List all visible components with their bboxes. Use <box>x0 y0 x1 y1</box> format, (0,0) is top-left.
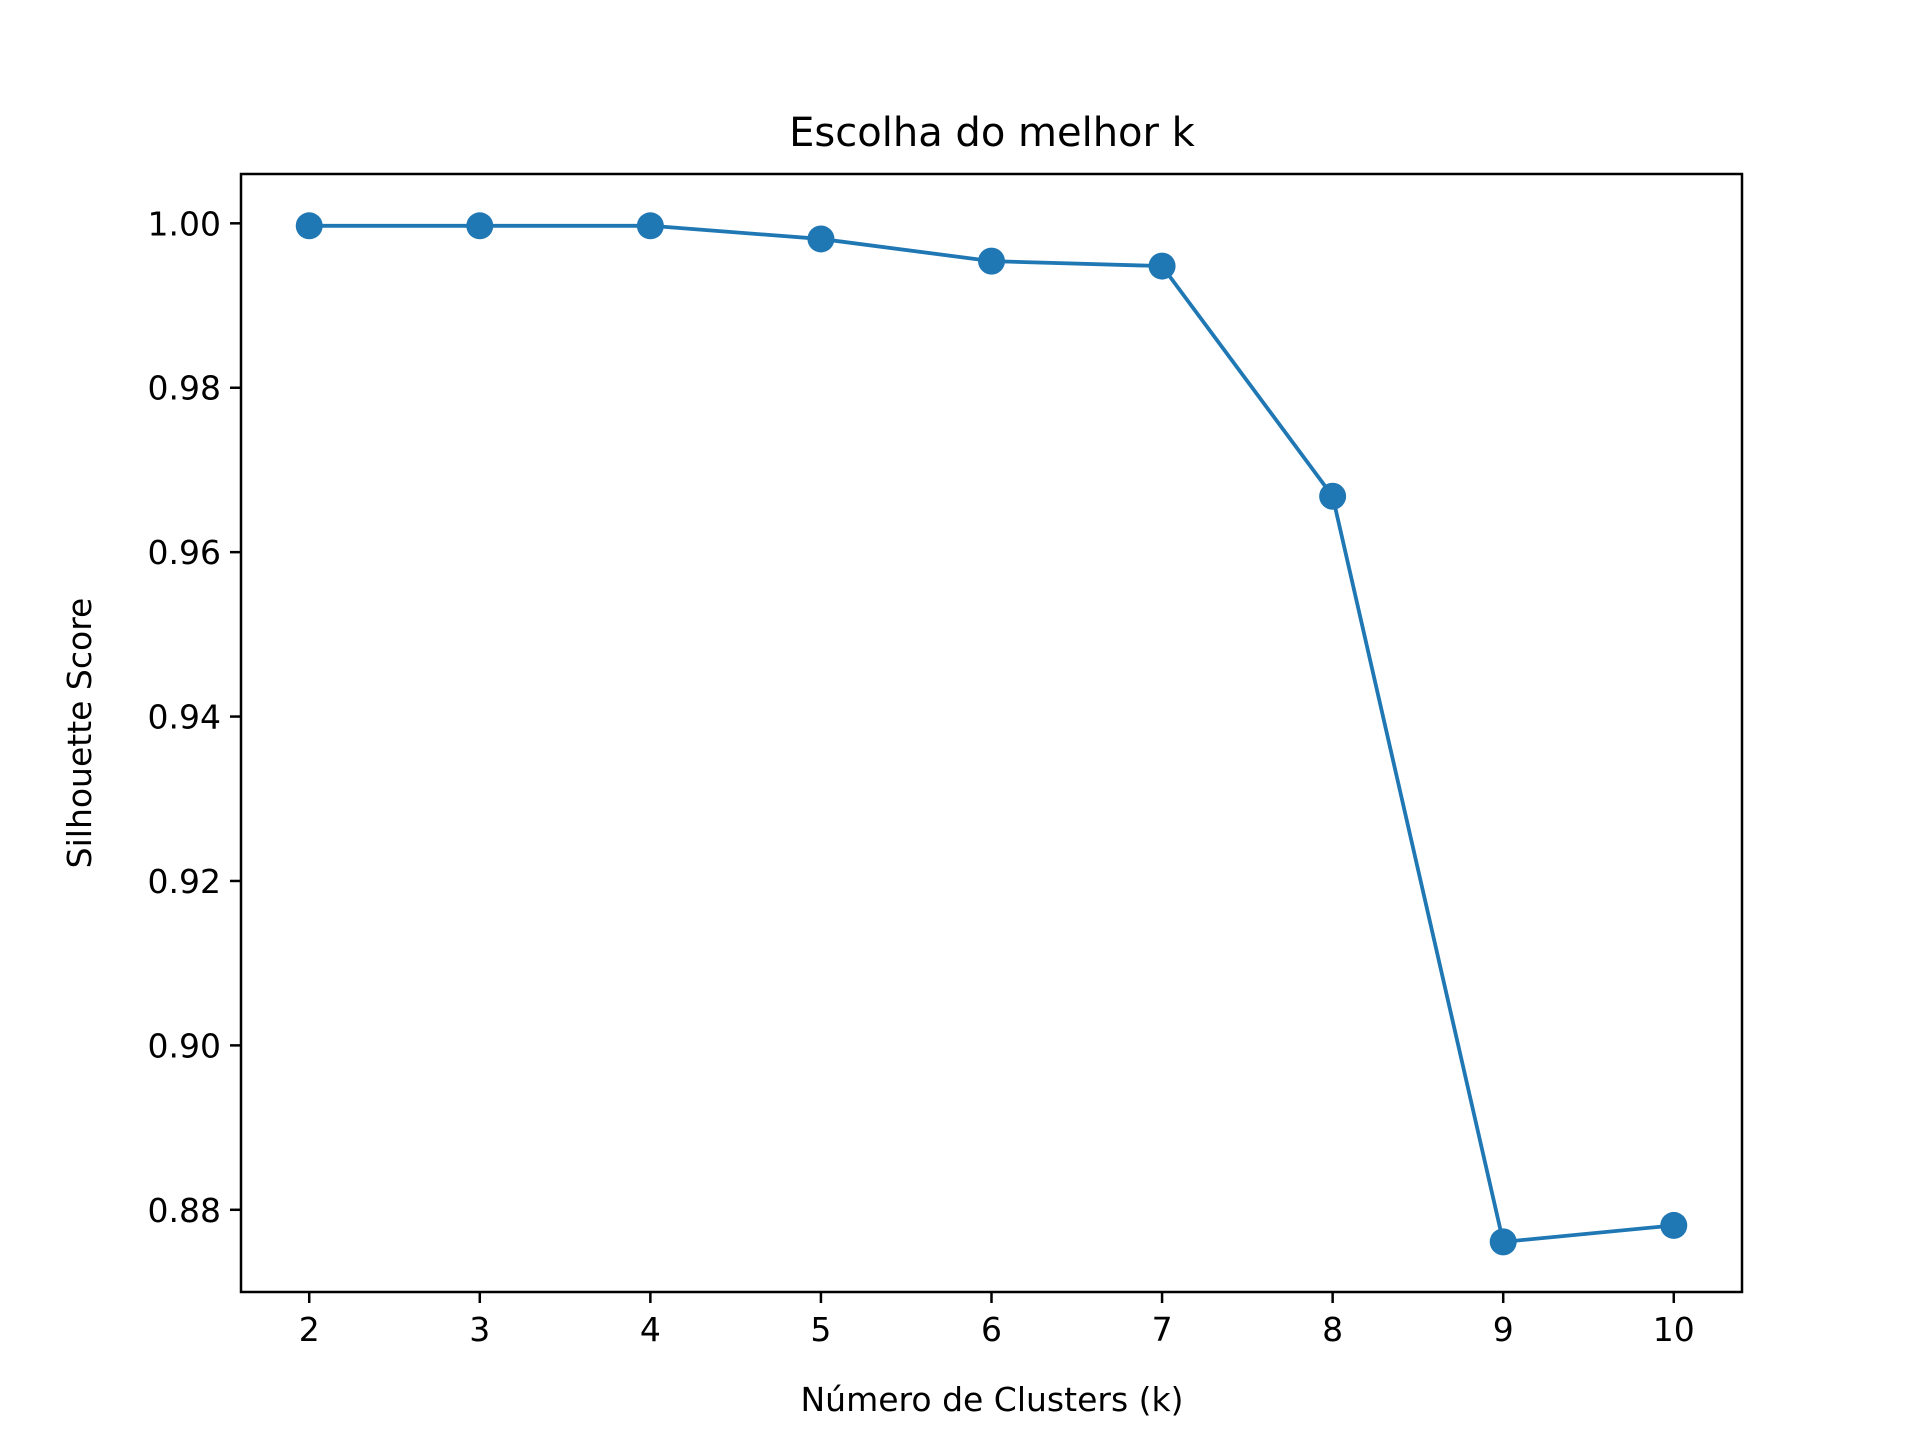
data-point <box>978 247 1005 275</box>
plot-series <box>295 212 1688 1256</box>
data-point <box>807 225 835 253</box>
data-point <box>1489 1228 1517 1256</box>
x-tick-label: 8 <box>1322 1310 1343 1349</box>
x-tick-label: 7 <box>1152 1310 1173 1349</box>
data-point <box>466 212 494 240</box>
x-tick-label: 4 <box>640 1310 661 1349</box>
x-axis-ticks: 2 3 4 5 6 7 8 9 10 <box>299 1292 1695 1349</box>
data-point <box>1319 482 1347 510</box>
data-point <box>1660 1211 1688 1239</box>
x-axis-title: Número de Clusters (k) <box>801 1380 1184 1419</box>
y-tick-label: 0.94 <box>148 698 221 737</box>
x-tick-label: 6 <box>981 1310 1002 1349</box>
x-tick-label: 5 <box>810 1310 831 1349</box>
chart-title: Escolha do melhor k <box>789 110 1196 156</box>
x-tick-label: 2 <box>299 1310 320 1349</box>
y-tick-label: 0.88 <box>148 1191 221 1230</box>
x-tick-label: 9 <box>1493 1310 1514 1349</box>
y-axis-ticks: 0.88 0.90 0.92 0.94 0.96 0.98 1.00 <box>148 204 241 1230</box>
plot-frame <box>239 172 1744 1294</box>
x-tick-label: 10 <box>1653 1310 1695 1349</box>
data-point <box>636 212 664 240</box>
y-tick-label: 0.96 <box>148 533 221 572</box>
y-tick-label: 1.00 <box>148 204 221 243</box>
y-tick-label: 0.92 <box>148 862 221 901</box>
data-point <box>1148 252 1176 280</box>
y-tick-label: 0.90 <box>148 1026 221 1065</box>
data-point <box>295 212 323 240</box>
y-axis-title: Silhouette Score <box>60 598 99 869</box>
x-tick-label: 3 <box>469 1310 490 1349</box>
y-tick-label: 0.98 <box>148 369 221 408</box>
